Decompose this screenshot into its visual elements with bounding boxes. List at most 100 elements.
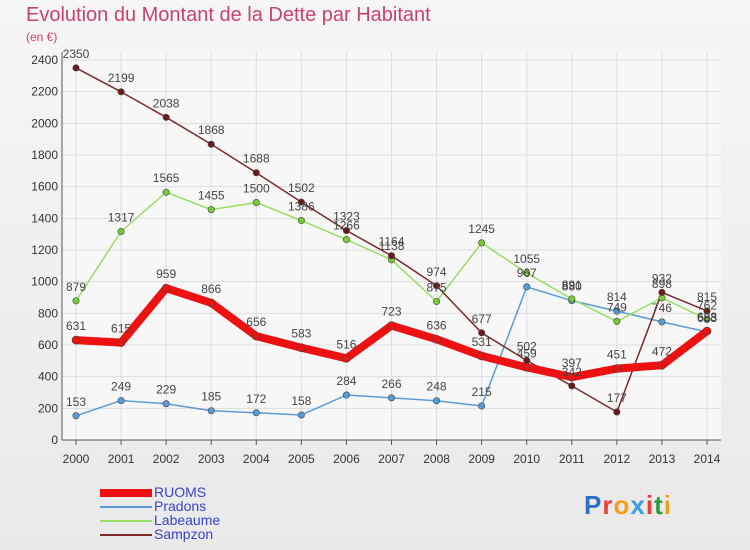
data-point xyxy=(702,326,712,336)
y-tick-label: 800 xyxy=(38,306,58,320)
data-label: 1688 xyxy=(243,152,270,166)
data-label: 688 xyxy=(697,310,717,324)
logo-letter: o xyxy=(613,490,631,520)
data-point xyxy=(207,140,215,148)
data-point xyxy=(387,252,395,260)
data-label: 531 xyxy=(472,335,492,349)
data-label: 502 xyxy=(517,340,537,354)
data-point xyxy=(478,329,486,337)
data-point xyxy=(523,269,531,277)
data-label: 472 xyxy=(652,344,672,358)
data-label: 229 xyxy=(156,383,176,397)
data-label: 1500 xyxy=(243,182,270,196)
data-point xyxy=(523,283,531,291)
data-label: 636 xyxy=(427,318,447,332)
x-tick-label: 2001 xyxy=(108,452,135,466)
data-label: 631 xyxy=(66,319,86,333)
x-tick-label: 2004 xyxy=(243,452,270,466)
data-point xyxy=(297,343,306,352)
data-label: 215 xyxy=(472,385,492,399)
data-point xyxy=(658,288,666,296)
x-tick-label: 2010 xyxy=(513,452,540,466)
data-label: 762 xyxy=(697,298,717,312)
data-point xyxy=(613,408,621,416)
data-label: 583 xyxy=(291,327,311,341)
data-label: 879 xyxy=(66,280,86,294)
data-point xyxy=(568,295,576,303)
data-point xyxy=(117,88,125,96)
data-label: 723 xyxy=(381,305,401,319)
data-point xyxy=(117,227,125,235)
data-point xyxy=(342,391,350,399)
data-point xyxy=(522,363,532,372)
data-point xyxy=(207,206,215,214)
data-label: 866 xyxy=(201,282,221,296)
legend-swatch xyxy=(100,534,152,536)
data-label: 516 xyxy=(336,337,356,351)
x-tick-label: 2002 xyxy=(153,452,180,466)
data-point xyxy=(116,338,126,347)
data-point xyxy=(342,353,351,363)
data-label: 248 xyxy=(427,380,447,394)
data-point xyxy=(206,298,216,308)
y-tick-label: 0 xyxy=(51,433,58,447)
y-tick-label: 200 xyxy=(38,401,58,415)
data-point xyxy=(251,331,261,341)
data-point xyxy=(613,317,621,325)
legend-label: Labeaume xyxy=(154,512,221,528)
y-tick-label: 1400 xyxy=(31,211,58,225)
logo-letter: t xyxy=(654,490,664,520)
data-label: 749 xyxy=(607,300,627,314)
data-label: 880 xyxy=(562,280,582,294)
data-point xyxy=(252,169,260,177)
y-tick-label: 2200 xyxy=(31,85,58,99)
data-point xyxy=(252,409,260,417)
data-label: 815 xyxy=(697,290,717,304)
chart-unit-label: (en €) xyxy=(26,30,58,44)
data-point xyxy=(162,188,170,196)
y-tick-label: 1000 xyxy=(31,275,58,289)
legend-label: RUOMS xyxy=(154,484,207,500)
y-tick-label: 600 xyxy=(38,338,58,352)
x-tick-label: 2005 xyxy=(288,452,315,466)
legend-label: Sampzon xyxy=(154,526,214,542)
data-point xyxy=(72,412,80,420)
data-label: 656 xyxy=(246,315,266,329)
data-label: 397 xyxy=(562,356,582,370)
data-point xyxy=(71,335,81,345)
x-tick-label: 2012 xyxy=(604,452,631,466)
data-point xyxy=(703,315,711,323)
data-label: 1317 xyxy=(108,210,135,224)
data-label: 974 xyxy=(427,265,447,279)
data-label: 1164 xyxy=(379,235,405,249)
data-label: 451 xyxy=(607,348,627,362)
data-label: 1266 xyxy=(333,219,360,233)
data-point xyxy=(162,400,170,408)
data-point xyxy=(568,382,576,390)
data-label: 1323 xyxy=(333,210,360,224)
data-label: 683 xyxy=(697,311,717,325)
data-point xyxy=(297,217,305,225)
logo-letter: r xyxy=(602,490,614,520)
y-tick-label: 1600 xyxy=(31,180,58,194)
logo-letter: P xyxy=(584,490,603,520)
data-point xyxy=(612,364,622,373)
x-tick-label: 2006 xyxy=(333,452,360,466)
data-label: 177 xyxy=(607,391,627,405)
legend-swatch xyxy=(100,489,152,497)
data-point xyxy=(567,372,577,382)
data-label: 284 xyxy=(336,374,356,388)
data-label: 1502 xyxy=(288,181,315,195)
data-label: 932 xyxy=(652,271,672,285)
data-label: 1455 xyxy=(198,189,225,203)
data-label: 2038 xyxy=(153,96,180,110)
y-tick-label: 2400 xyxy=(31,53,58,67)
data-label: 1386 xyxy=(288,200,315,214)
line-chart: 0 200 400 600 800 1000 1200 1400 1600 1800 2000 220… xyxy=(31,47,721,466)
data-label: 959 xyxy=(156,267,176,281)
data-point xyxy=(433,297,441,305)
data-point xyxy=(478,239,486,247)
x-tick-label: 2007 xyxy=(378,452,405,466)
logo-letter: x xyxy=(630,490,646,520)
data-label: 185 xyxy=(201,390,221,404)
